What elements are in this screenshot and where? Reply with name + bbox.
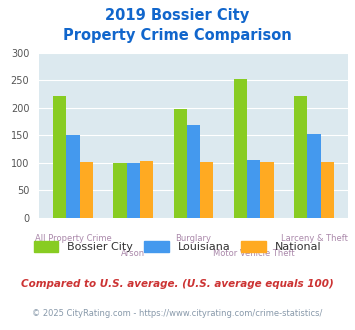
Text: 2019 Bossier City: 2019 Bossier City <box>105 8 250 23</box>
Bar <box>247 160 260 218</box>
Text: Burglary: Burglary <box>175 234 212 243</box>
Text: Property Crime Comparison: Property Crime Comparison <box>63 28 292 43</box>
Text: © 2025 CityRating.com - https://www.cityrating.com/crime-statistics/: © 2025 CityRating.com - https://www.city… <box>32 309 323 317</box>
Text: Motor Vehicle Theft: Motor Vehicle Theft <box>213 249 295 258</box>
Bar <box>174 109 187 218</box>
Bar <box>80 162 93 218</box>
Text: Compared to U.S. average. (U.S. average equals 100): Compared to U.S. average. (U.S. average … <box>21 279 334 289</box>
Bar <box>127 163 140 218</box>
Bar <box>260 162 274 218</box>
Bar <box>307 134 321 218</box>
Bar <box>140 161 153 218</box>
Legend: Bossier City, Louisiana, National: Bossier City, Louisiana, National <box>29 237 326 256</box>
Text: Larceny & Theft: Larceny & Theft <box>280 234 348 243</box>
Bar <box>321 162 334 218</box>
Bar <box>187 125 200 218</box>
Bar <box>294 96 307 218</box>
Bar <box>66 135 80 218</box>
Bar <box>113 163 127 218</box>
Bar <box>234 79 247 218</box>
Bar <box>53 96 66 218</box>
Text: All Property Crime: All Property Crime <box>34 234 111 243</box>
Text: Arson: Arson <box>121 249 145 258</box>
Bar <box>200 162 213 218</box>
